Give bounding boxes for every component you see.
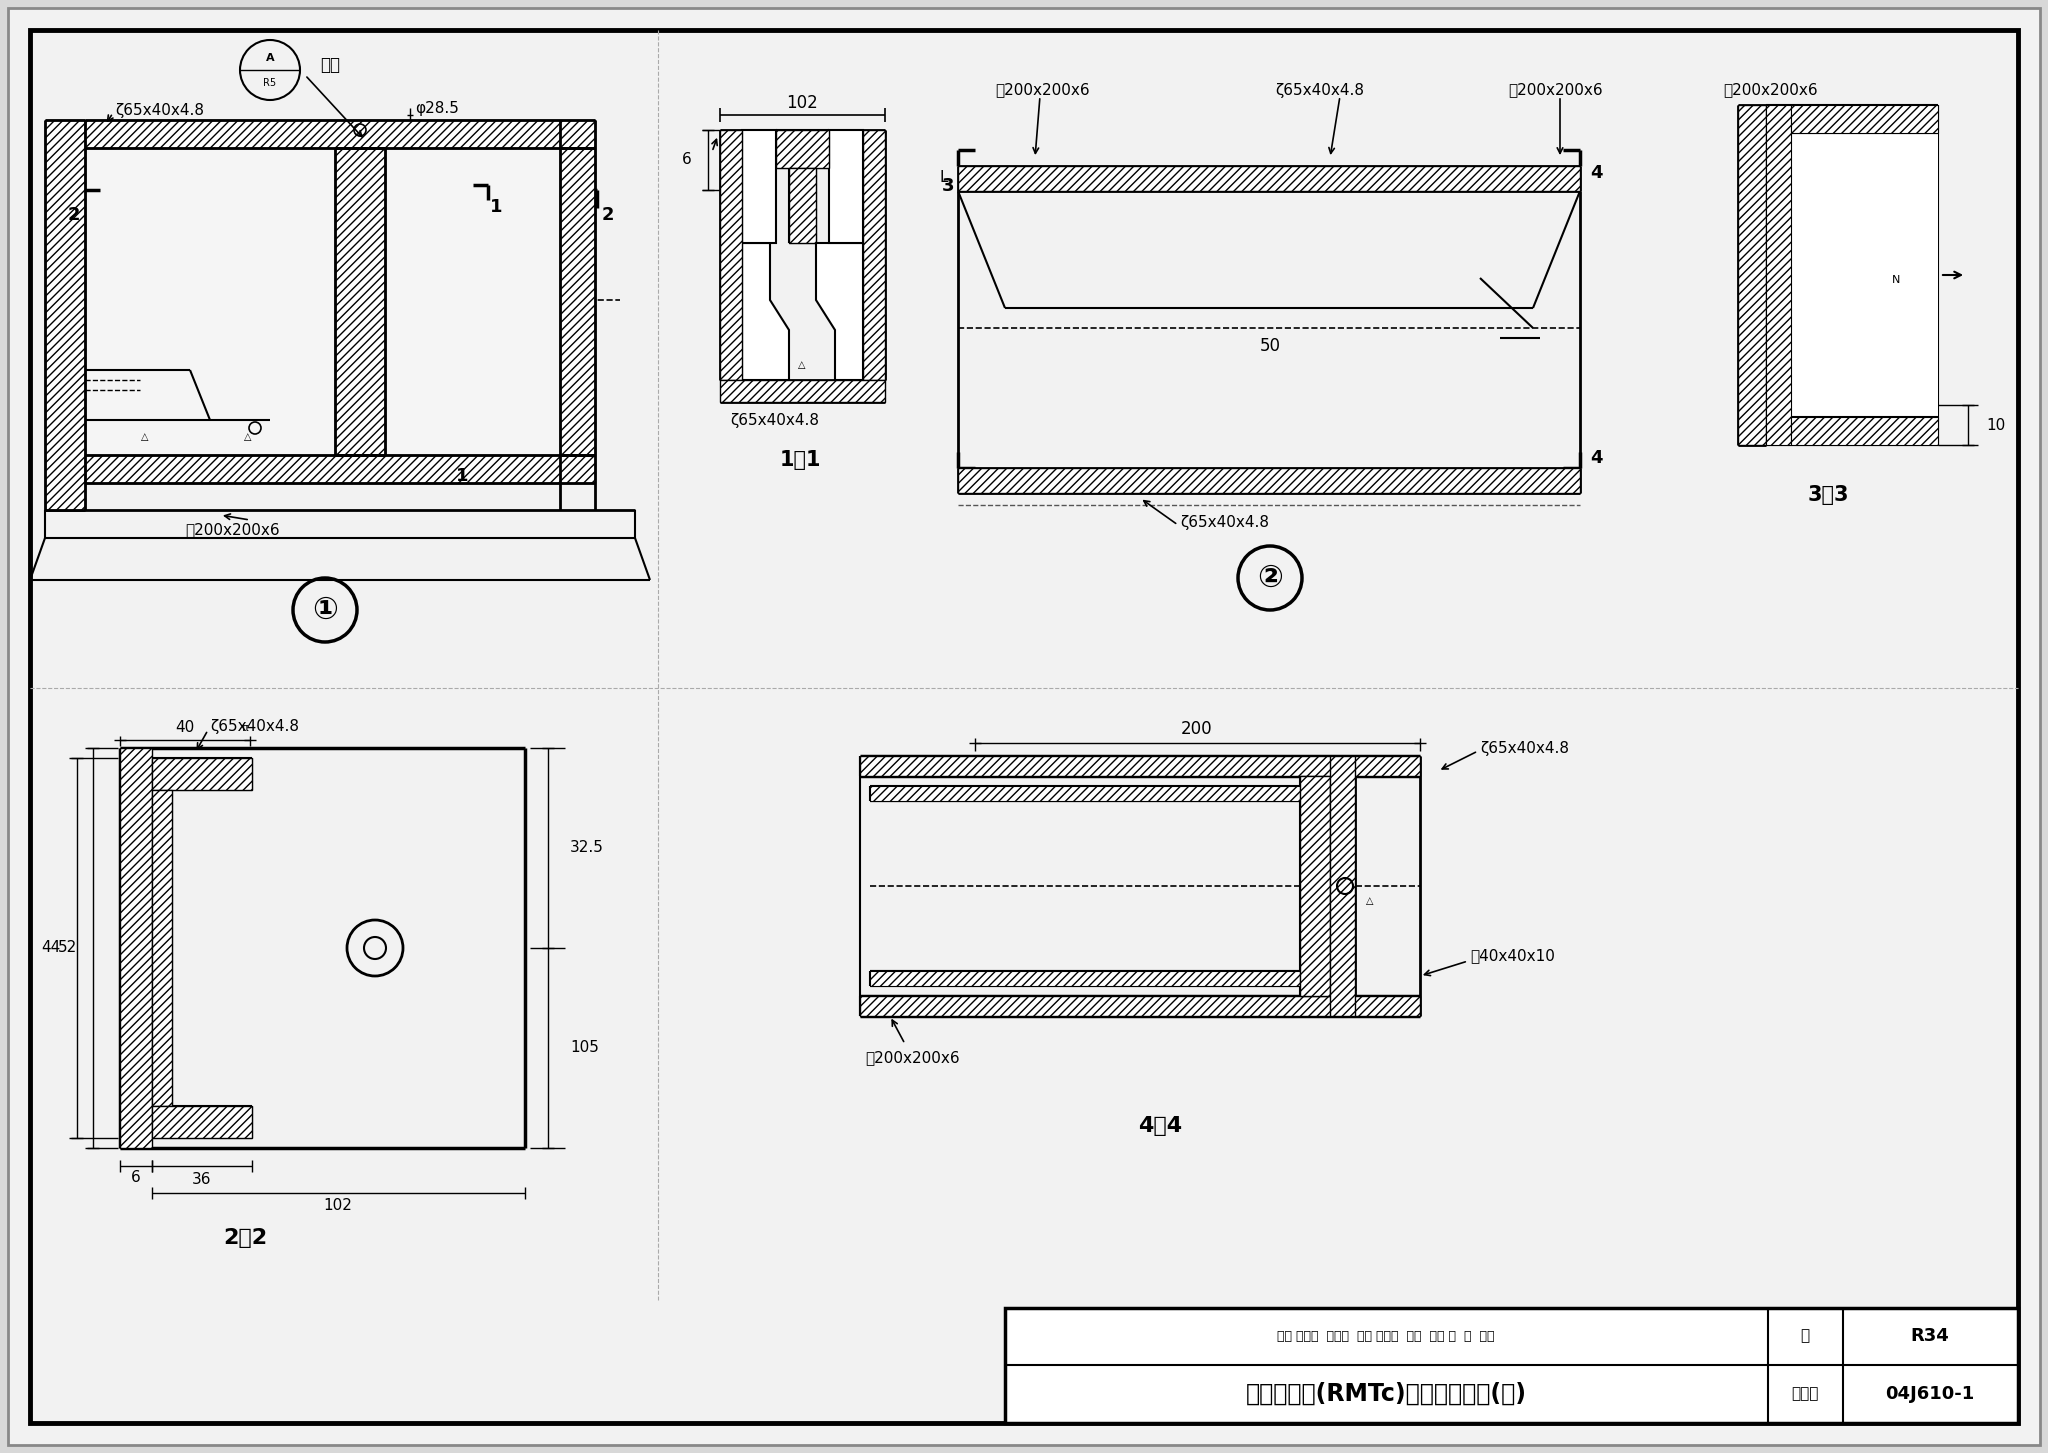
Bar [559,148,596,455]
Text: 50: 50 [1260,337,1280,355]
Bar [870,786,1300,801]
Text: －200x200x6: －200x200x6 [184,523,281,538]
Bar [776,129,829,169]
Bar [1765,105,1792,445]
Bar [385,148,559,455]
Bar [86,455,596,482]
Text: 04J610-1: 04J610-1 [1886,1385,1974,1404]
Bar [870,971,1300,987]
Bar [721,381,885,402]
Bar [86,148,336,455]
Text: 页: 页 [1800,1328,1810,1344]
Text: ζ65x40x4.8: ζ65x40x4.8 [1180,516,1270,530]
Text: 4－4: 4－4 [1139,1116,1182,1136]
Text: △: △ [1366,897,1374,907]
Text: 6: 6 [682,153,692,167]
Text: 4: 4 [1589,449,1602,466]
Text: 52: 52 [57,940,78,956]
Bar [45,121,86,510]
Text: 1: 1 [457,466,469,485]
Text: φ28.5: φ28.5 [416,100,459,115]
Text: 3－3: 3－3 [1806,485,1849,506]
Polygon shape [741,243,788,381]
Text: 40: 40 [176,721,195,735]
Bar [86,121,596,148]
Text: 102: 102 [324,1197,352,1212]
Text: π: π [242,724,248,732]
Text: 审核 王祖光  王和芳  校对 李正刚  花川  设计 洪  森  汤亮: 审核 王祖光 王和芳 校对 李正刚 花川 设计 洪 森 汤亮 [1278,1329,1495,1343]
Text: －200x200x6: －200x200x6 [1722,83,1819,97]
Text: －40x40x10: －40x40x10 [1470,949,1554,963]
Text: －200x200x6: －200x200x6 [864,1051,961,1065]
Text: R34: R34 [1911,1327,1950,1345]
Bar [1792,105,1937,134]
Bar [1739,105,1765,445]
Bar [958,166,1579,190]
Text: 102: 102 [786,94,817,112]
Bar [152,1106,252,1138]
Text: 4: 4 [1589,164,1602,182]
Bar [860,995,1419,1016]
Bar [152,790,172,1106]
Text: ζ65x40x4.8: ζ65x40x4.8 [729,413,819,427]
Text: △: △ [244,432,252,442]
Text: N: N [1892,275,1901,285]
Text: ζ65x40x4.8: ζ65x40x4.8 [115,103,205,118]
Text: 44: 44 [41,940,59,956]
Text: 10: 10 [1987,417,2005,433]
Bar [788,169,815,243]
Text: 32.5: 32.5 [569,840,604,856]
Text: 200: 200 [1182,721,1212,738]
Text: ζ65x40x4.8: ζ65x40x4.8 [211,718,299,734]
Polygon shape [815,243,862,381]
Text: 36: 36 [193,1173,211,1187]
Text: 1: 1 [489,198,502,216]
Text: －200x200x6: －200x200x6 [995,83,1090,97]
Text: △: △ [799,360,805,371]
Text: A: A [266,52,274,62]
Text: 1－1: 1－1 [778,450,821,469]
Text: 3: 3 [942,177,954,195]
Text: R5: R5 [264,78,276,89]
Bar [862,129,885,381]
Bar [1300,776,1329,995]
Text: ζ65x40x4.8: ζ65x40x4.8 [1481,741,1569,756]
Text: 2: 2 [68,206,80,224]
Bar [1006,1308,2017,1422]
Bar [958,468,1579,493]
Bar [1792,134,1937,417]
Bar [1329,756,1356,1016]
Text: ①: ① [311,596,338,625]
Bar [860,756,1419,776]
Bar [829,129,862,243]
Text: △: △ [141,432,150,442]
Text: －200x200x6: －200x200x6 [1507,83,1604,97]
Text: 6: 6 [131,1171,141,1186]
Text: ②: ② [1257,564,1282,593]
Text: 图集号: 图集号 [1792,1386,1819,1402]
Text: 螺套: 螺套 [319,57,340,74]
Text: 2: 2 [602,206,614,224]
Text: L: L [940,170,948,186]
Bar [121,748,152,1148]
Bar [1792,417,1937,445]
Text: 2－2: 2－2 [223,1228,266,1248]
Text: ζ65x40x4.8: ζ65x40x4.8 [1276,83,1364,97]
Text: 钢质推拉门(RMTc)门扇骨架详图(一): 钢质推拉门(RMTc)门扇骨架详图(一) [1245,1382,1526,1407]
Bar [45,121,635,610]
Bar [152,758,252,790]
Text: 105: 105 [569,1040,598,1055]
Bar [336,148,385,455]
Bar [721,129,741,381]
Bar [741,129,776,243]
